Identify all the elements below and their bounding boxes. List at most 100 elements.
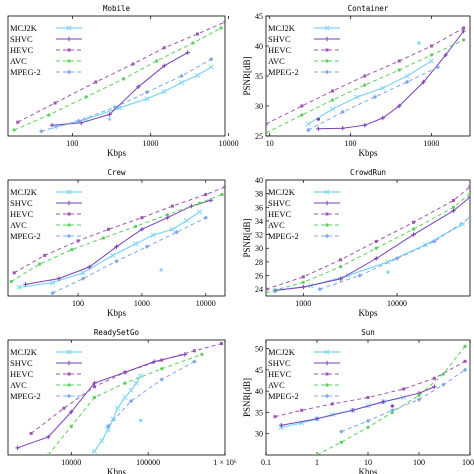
data-point-mpeg-2 bbox=[390, 408, 395, 413]
data-point-mpeg-2 bbox=[209, 57, 214, 62]
x-tick-label: 10 bbox=[266, 139, 274, 148]
outlier-point-shvc bbox=[390, 404, 394, 408]
data-point-hevc bbox=[300, 408, 304, 412]
series-line-avc bbox=[11, 194, 223, 282]
chart-container: Container 10 100 1000 25 30 35 40 45 Kbps PSNR[dB]… bbox=[242, 4, 471, 158]
plot-frame bbox=[265, 179, 471, 297]
data-point-mpeg-2 bbox=[80, 276, 86, 281]
outlier-point-mcj2k bbox=[386, 270, 390, 274]
data-point-mcj2k bbox=[133, 380, 139, 386]
legend-label-mpeg-2: MPEG-2 bbox=[10, 67, 41, 77]
data-point-mpeg-2 bbox=[76, 118, 81, 124]
chart-title: Crew bbox=[107, 168, 126, 177]
data-point-hevc bbox=[29, 431, 33, 435]
data-point-mpeg-2 bbox=[339, 429, 344, 434]
series-line-shvc bbox=[25, 199, 211, 285]
series-line-mpeg-2 bbox=[341, 369, 466, 433]
data-point-hevc bbox=[266, 122, 268, 126]
plot-frame bbox=[7, 339, 226, 456]
legend-label-avc: AVC bbox=[268, 220, 285, 230]
legend-marker-mcj2k bbox=[66, 189, 72, 195]
data-point-hevc bbox=[223, 20, 225, 24]
legend-label-hevc: HEVC bbox=[10, 369, 33, 379]
data-point-shvc bbox=[15, 445, 20, 451]
data-point-mcj2k bbox=[110, 252, 116, 258]
y-tick-label: 36 bbox=[255, 203, 263, 212]
data-point-shvc bbox=[374, 256, 379, 261]
data-point-mcj2k bbox=[133, 241, 139, 247]
series-line-hevc bbox=[13, 186, 225, 274]
data-point-mpeg-2 bbox=[114, 259, 119, 264]
data-point-mcj2k bbox=[80, 270, 86, 276]
data-point-mpeg-2 bbox=[144, 244, 150, 249]
legend-label-hevc: HEVC bbox=[268, 45, 291, 55]
data-point-avc bbox=[9, 279, 13, 284]
data-point-hevc bbox=[468, 185, 470, 189]
outlier-point-mcj2k bbox=[159, 268, 163, 272]
y-tick-label: 24 bbox=[255, 285, 263, 294]
data-point-mpeg-2 bbox=[128, 398, 134, 404]
data-point-avc bbox=[12, 128, 16, 132]
data-point-mcj2k bbox=[128, 387, 134, 393]
data-point-mpeg-2 bbox=[467, 215, 470, 220]
data-point-avc bbox=[220, 192, 224, 197]
data-point-mcj2k bbox=[460, 221, 466, 227]
outlier-point-mcj2k bbox=[108, 117, 112, 121]
legend-label-avc: AVC bbox=[268, 380, 285, 390]
data-point-mcj2k bbox=[194, 72, 201, 78]
series-line-shvc bbox=[52, 52, 188, 126]
data-point-mpeg-2 bbox=[435, 64, 441, 70]
data-point-mpeg-2 bbox=[50, 290, 55, 296]
y-tick-label: 38 bbox=[255, 190, 263, 199]
y-tick-label: 40 bbox=[255, 387, 263, 396]
y-tick-label: 35 bbox=[255, 408, 263, 417]
chart-readysetgo: ReadySetGo 10000 100000 1 × 10⁶ Kbps MCJ2KSHV… bbox=[7, 328, 237, 474]
data-point-hevc bbox=[204, 193, 208, 196]
legend-label-mpeg-2: MPEG-2 bbox=[10, 231, 41, 241]
data-point-shvc bbox=[338, 276, 343, 282]
y-tick-label: 50 bbox=[255, 345, 263, 354]
series-group bbox=[266, 185, 470, 295]
y-tick-label: 40 bbox=[255, 42, 263, 51]
x-axis-label: Kbps bbox=[358, 467, 377, 474]
data-point-hevc bbox=[219, 342, 223, 346]
series-line-mcj2k bbox=[19, 211, 200, 288]
legend-label-hevc: HEVC bbox=[268, 209, 291, 219]
legend-marker-hevc bbox=[325, 48, 329, 52]
y-tick-label: 30 bbox=[255, 430, 263, 439]
data-point-avc bbox=[47, 113, 51, 117]
data-point-mpeg-2 bbox=[306, 127, 311, 133]
plot-frame bbox=[7, 179, 226, 297]
outlier-point-mcj2k bbox=[417, 41, 421, 45]
data-point-shvc bbox=[279, 422, 284, 428]
data-point-shvc bbox=[432, 384, 437, 390]
data-point-avc bbox=[441, 372, 445, 376]
x-axis-label: Kbps bbox=[107, 148, 126, 158]
data-point-avc bbox=[92, 395, 97, 400]
data-point-mcj2k bbox=[99, 438, 105, 444]
data-point-mcj2k bbox=[115, 405, 121, 411]
x-axis-label: Kbps bbox=[358, 148, 377, 158]
series-line-shvc bbox=[17, 353, 185, 449]
legend-label-avc: AVC bbox=[10, 220, 27, 230]
x-tick-label: 10 bbox=[364, 458, 372, 467]
series-line-hevc bbox=[30, 343, 222, 434]
data-point-avc bbox=[468, 192, 470, 196]
y-tick-label: 25 bbox=[255, 132, 263, 141]
data-point-hevc bbox=[266, 287, 268, 291]
legend-label-mcj2k: MCJ2K bbox=[268, 187, 296, 197]
y-tick-label: 26 bbox=[255, 272, 263, 281]
data-point-avc bbox=[331, 98, 335, 102]
legend-marker-avc bbox=[325, 383, 329, 387]
data-point-avc bbox=[200, 352, 204, 356]
series-line-shvc bbox=[281, 386, 435, 426]
legend-label-shvc: SHVC bbox=[10, 198, 33, 208]
legend-label-mpeg-2: MPEG-2 bbox=[10, 391, 41, 401]
legend-label-shvc: SHVC bbox=[10, 358, 33, 368]
x-tick-label: 1 × 10⁶ bbox=[213, 458, 237, 467]
legend-label-hevc: HEVC bbox=[268, 369, 291, 379]
data-point-shvc bbox=[114, 244, 119, 249]
data-point-shvc bbox=[56, 276, 62, 281]
